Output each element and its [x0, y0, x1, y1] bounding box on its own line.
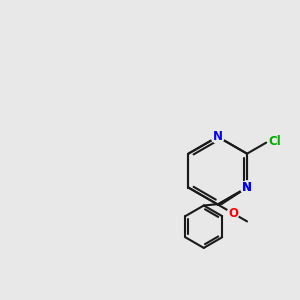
- Text: N: N: [242, 181, 252, 194]
- Text: N: N: [213, 130, 223, 143]
- Circle shape: [227, 207, 239, 219]
- Text: Cl: Cl: [268, 135, 281, 148]
- Text: O: O: [228, 207, 238, 220]
- Circle shape: [241, 181, 254, 194]
- Circle shape: [211, 130, 224, 143]
- Circle shape: [241, 181, 254, 194]
- Text: N: N: [242, 181, 252, 194]
